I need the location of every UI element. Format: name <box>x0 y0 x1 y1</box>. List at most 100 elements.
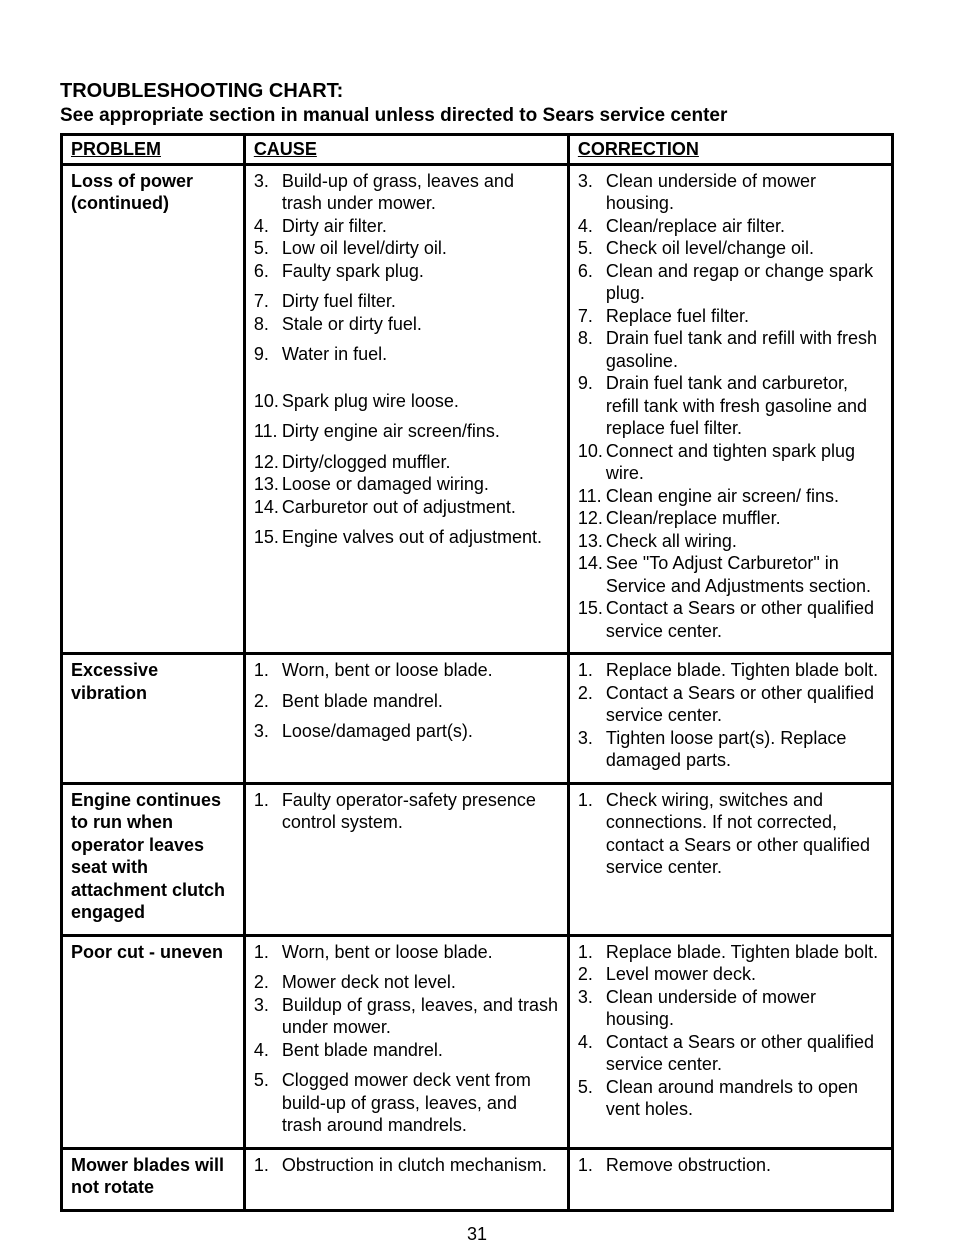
item-number: 3. <box>254 720 282 743</box>
item-text: Bent blade mandrel. <box>282 1039 559 1062</box>
item-number: 7. <box>254 290 282 313</box>
list-item: 3.Clean underside of mower housing. <box>578 986 883 1031</box>
item-number: 1. <box>254 1154 282 1177</box>
item-number: 5. <box>254 237 282 260</box>
table-row: Excessive vibration1.Worn, bent or loose… <box>62 654 893 784</box>
item-text: Replace fuel filter. <box>606 305 883 328</box>
manual-page: TROUBLESHOOTING CHART: See appropriate s… <box>0 0 954 1239</box>
list-item: 5.Low oil level/dirty oil. <box>254 237 559 260</box>
list-item: 8.Drain fuel tank and refill with fresh … <box>578 327 883 372</box>
problem-cell: Loss of power (continued) <box>62 164 245 654</box>
item-text: Contact a Sears or other qualified servi… <box>606 1031 883 1076</box>
list-item: 4.Clean/replace air filter. <box>578 215 883 238</box>
item-text: Worn, bent or loose blade. <box>282 941 559 964</box>
item-text: Contact a Sears or other qualified servi… <box>606 682 883 727</box>
list-item: 1.Obstruction in clutch mechanism. <box>254 1154 559 1177</box>
item-text: Drain fuel tank and refill with fresh ga… <box>606 327 883 372</box>
item-text: Buildup of grass, leaves, and trash unde… <box>282 994 559 1039</box>
item-text: Dirty engine air screen/fins. <box>282 420 559 443</box>
item-number: 1. <box>578 659 606 682</box>
cause-cell: 3.Build-up of grass, leaves and trash un… <box>244 164 568 654</box>
problem-cell: Excessive vibration <box>62 654 245 784</box>
item-number: 5. <box>578 1076 606 1099</box>
item-text: Connect and tighten spark plug wire. <box>606 440 883 485</box>
correction-cell: 1.Check wiring, switches and connections… <box>568 783 892 935</box>
item-number: 1. <box>254 941 282 964</box>
item-number: 6. <box>254 260 282 283</box>
item-text: Clean/replace muffler. <box>606 507 883 530</box>
item-number: 9. <box>254 343 282 366</box>
list-item: 3.Loose/damaged part(s). <box>254 720 559 743</box>
item-number: 2. <box>578 963 606 986</box>
item-text: Check all wiring. <box>606 530 883 553</box>
cause-cell: 1.Faulty operator-safety presence contro… <box>244 783 568 935</box>
list-item: 2.Contact a Sears or other qualified ser… <box>578 682 883 727</box>
item-text: Remove obstruction. <box>606 1154 883 1177</box>
page-subtitle: See appropriate section in manual unless… <box>60 105 894 127</box>
troubleshooting-table: PROBLEM CAUSE CORRECTION Loss of power (… <box>60 133 894 1212</box>
item-number: 4. <box>578 1031 606 1054</box>
item-number: 4. <box>254 215 282 238</box>
list-item: 7.Dirty fuel filter. <box>254 290 559 313</box>
list-item: 3.Buildup of grass, leaves, and trash un… <box>254 994 559 1039</box>
list-item: 12.Dirty/clogged muffler. <box>254 451 559 474</box>
table-row: Mower blades will not rotate1.Obstructio… <box>62 1148 893 1210</box>
list-item: 3.Tighten loose part(s). Replace damaged… <box>578 727 883 772</box>
item-text: Replace blade. Tighten blade bolt. <box>606 659 883 682</box>
item-number: 10. <box>578 440 606 463</box>
item-text: Clean underside of mower housing. <box>606 986 883 1031</box>
list-item: 6.Faulty spark plug. <box>254 260 559 283</box>
list-item: 1.Check wiring, switches and connections… <box>578 789 883 879</box>
page-title: TROUBLESHOOTING CHART: <box>60 80 894 103</box>
table-row: Loss of power (continued)3.Build-up of g… <box>62 164 893 654</box>
item-number: 1. <box>578 1154 606 1177</box>
page-number: 31 <box>60 1224 894 1245</box>
item-text: Clogged mower deck vent from build-up of… <box>282 1069 559 1137</box>
item-number: 3. <box>254 994 282 1017</box>
list-item: 13.Loose or damaged wiring. <box>254 473 559 496</box>
item-text: Loose/damaged part(s). <box>282 720 559 743</box>
cause-cell: 1.Obstruction in clutch mechanism. <box>244 1148 568 1210</box>
list-item: 14.See "To Adjust Carburetor" in Service… <box>578 552 883 597</box>
header-correction: CORRECTION <box>568 135 892 165</box>
item-number: 1. <box>578 789 606 812</box>
list-item: 2.Mower deck not level. <box>254 971 559 994</box>
item-text: Tighten loose part(s). Replace damaged p… <box>606 727 883 772</box>
item-text: Faulty operator-safety presence control … <box>282 789 559 834</box>
list-item: 1.Faulty operator-safety presence contro… <box>254 789 559 834</box>
table-row: Poor cut - uneven1.Worn, bent or loose b… <box>62 935 893 1148</box>
item-text: Clean and regap or change spark plug. <box>606 260 883 305</box>
item-text: Mower deck not level. <box>282 971 559 994</box>
item-number: 1. <box>254 789 282 812</box>
correction-cell: 1.Replace blade. Tighten blade bolt.2.Co… <box>568 654 892 784</box>
item-number: 9. <box>578 372 606 395</box>
item-text: Water in fuel. <box>282 343 559 366</box>
item-text: Drain fuel tank and carburetor, refill t… <box>606 372 883 440</box>
item-number: 4. <box>578 215 606 238</box>
item-number: 11. <box>578 485 606 508</box>
list-item: 13.Check all wiring. <box>578 530 883 553</box>
item-number: 4. <box>254 1039 282 1062</box>
item-text: Faulty spark plug. <box>282 260 559 283</box>
list-item: 9.Drain fuel tank and carburetor, refill… <box>578 372 883 440</box>
item-number: 3. <box>578 170 606 193</box>
list-item: 12.Clean/replace muffler. <box>578 507 883 530</box>
list-item: 6.Clean and regap or change spark plug. <box>578 260 883 305</box>
item-text: Dirty air filter. <box>282 215 559 238</box>
item-text: Stale or dirty fuel. <box>282 313 559 336</box>
item-number: 7. <box>578 305 606 328</box>
item-text: Obstruction in clutch mechanism. <box>282 1154 559 1177</box>
list-item: 5.Check oil level/change oil. <box>578 237 883 260</box>
item-text: Dirty fuel filter. <box>282 290 559 313</box>
list-item: 1.Remove obstruction. <box>578 1154 883 1177</box>
problem-cell: Engine continues to run when operator le… <box>62 783 245 935</box>
item-number: 12. <box>578 507 606 530</box>
item-number: 15. <box>254 526 282 549</box>
table-header-row: PROBLEM CAUSE CORRECTION <box>62 135 893 165</box>
item-number: 3. <box>254 170 282 193</box>
item-text: Clean/replace air filter. <box>606 215 883 238</box>
list-item: 1.Replace blade. Tighten blade bolt. <box>578 941 883 964</box>
item-text: Check wiring, switches and connections. … <box>606 789 883 879</box>
list-item: 3.Clean underside of mower housing. <box>578 170 883 215</box>
header-cause: CAUSE <box>244 135 568 165</box>
